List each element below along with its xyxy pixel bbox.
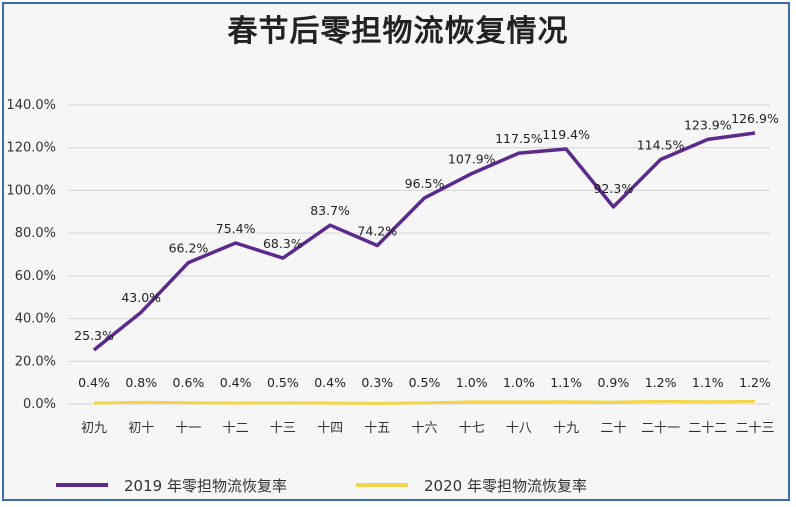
data-label-2020: 0.4% bbox=[220, 375, 252, 390]
y-tick-label: 80.0% bbox=[15, 226, 56, 241]
y-tick-label: 40.0% bbox=[15, 312, 56, 327]
data-label-2020: 0.6% bbox=[173, 375, 205, 390]
data-label-2020: 0.5% bbox=[409, 375, 441, 390]
data-label-2019: 96.5% bbox=[405, 176, 445, 191]
y-tick-label: 0.0% bbox=[23, 397, 56, 412]
data-label-2020: 0.4% bbox=[78, 375, 110, 390]
data-label-2019: 43.0% bbox=[121, 290, 161, 305]
x-tick-label: 十七 bbox=[459, 421, 485, 436]
x-tick-label: 二十一 bbox=[641, 421, 680, 436]
y-tick-label: 100.0% bbox=[6, 183, 56, 198]
data-label-2019: 74.2% bbox=[357, 224, 397, 239]
data-label-2020: 0.8% bbox=[125, 375, 157, 390]
legend-label-2020: 2020 年零担物流恢复率 bbox=[424, 477, 587, 495]
legend-label-2019: 2019 年零担物流恢复率 bbox=[124, 477, 287, 495]
x-tick-label: 二十二 bbox=[688, 421, 727, 436]
data-label-2020: 0.3% bbox=[361, 375, 393, 390]
data-label-2019: 25.3% bbox=[74, 328, 114, 343]
y-tick-label: 60.0% bbox=[15, 269, 56, 284]
x-tick-label: 十一 bbox=[175, 421, 201, 436]
x-tick-label: 十四 bbox=[317, 421, 343, 436]
x-tick-label: 十五 bbox=[364, 421, 390, 436]
data-label-2019: 107.9% bbox=[448, 152, 496, 167]
x-tick-label: 十九 bbox=[553, 421, 579, 436]
series-line-2020 bbox=[93, 399, 756, 405]
data-label-2019: 119.4% bbox=[542, 127, 590, 142]
data-label-2020: 1.0% bbox=[503, 375, 535, 390]
y-tick-label: 120.0% bbox=[6, 141, 56, 156]
x-tick-label: 十六 bbox=[411, 421, 437, 436]
data-label-2020: 0.5% bbox=[267, 375, 299, 390]
x-tick-label: 初十 bbox=[128, 421, 154, 436]
data-label-2020: 1.2% bbox=[739, 375, 771, 390]
chart-frame bbox=[2, 2, 790, 501]
data-label-2019: 117.5% bbox=[495, 131, 543, 146]
data-label-2019: 83.7% bbox=[310, 203, 350, 218]
x-tick-label: 十三 bbox=[270, 421, 296, 436]
y-tick-label: 20.0% bbox=[15, 354, 56, 369]
data-label-2019: 123.9% bbox=[684, 117, 732, 132]
x-tick-label: 十八 bbox=[506, 421, 532, 436]
data-label-2020: 1.1% bbox=[550, 375, 582, 390]
x-tick-label: 十二 bbox=[223, 421, 249, 436]
data-label-2019: 92.3% bbox=[593, 181, 633, 196]
data-label-2019: 68.3% bbox=[263, 236, 303, 251]
chart-title: 春节后零担物流恢复情况 bbox=[227, 14, 569, 49]
data-label-2020: 0.4% bbox=[314, 375, 346, 390]
data-label-2019: 66.2% bbox=[169, 241, 209, 256]
x-tick-label: 二十 bbox=[600, 421, 626, 436]
data-label-2020: 1.1% bbox=[692, 375, 724, 390]
x-tick-label: 初九 bbox=[81, 421, 107, 436]
data-label-2019: 126.9% bbox=[731, 111, 779, 126]
data-label-2019: 114.5% bbox=[637, 137, 685, 152]
data-label-2020: 0.9% bbox=[597, 375, 629, 390]
data-label-2019: 75.4% bbox=[216, 221, 256, 236]
y-tick-label: 140.0% bbox=[6, 98, 56, 113]
data-label-2020: 1.2% bbox=[645, 375, 677, 390]
data-label-2020: 1.0% bbox=[456, 375, 488, 390]
x-tick-label: 二十三 bbox=[735, 421, 774, 436]
